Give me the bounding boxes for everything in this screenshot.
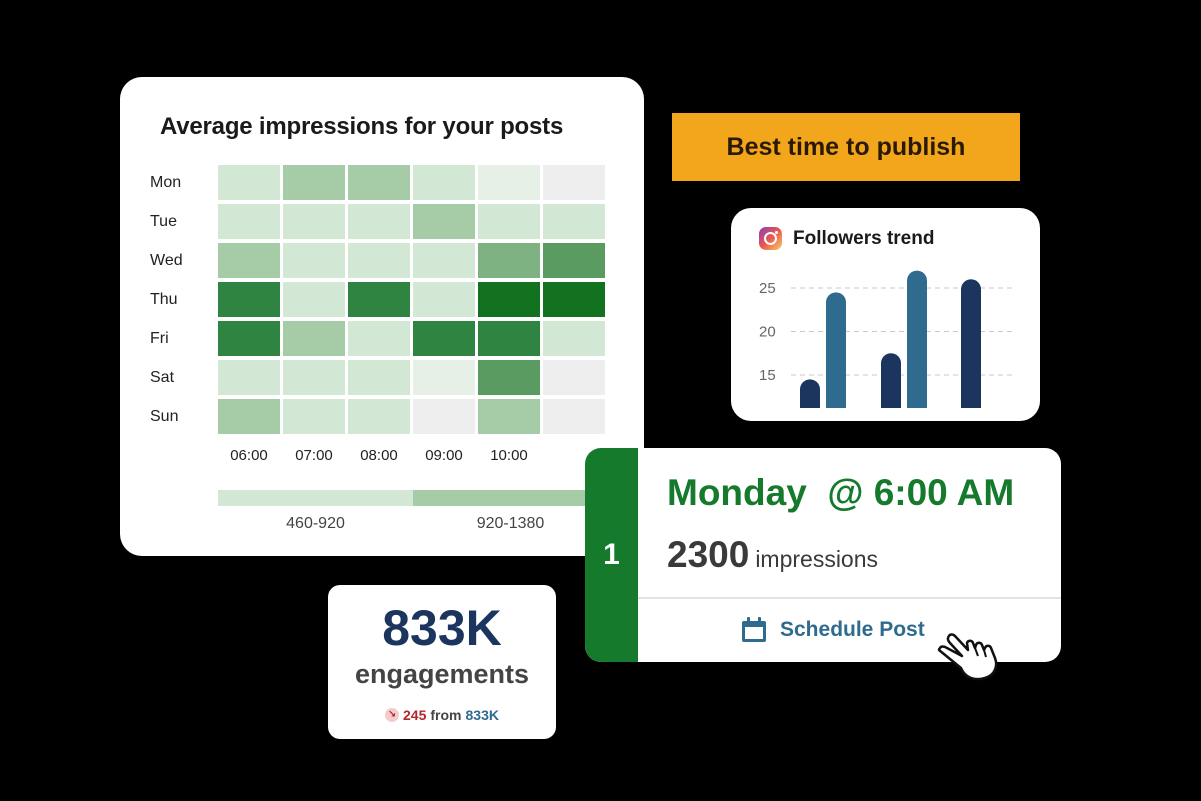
heatmap-cell: [478, 204, 540, 239]
legend-label: 460-920: [286, 515, 345, 532]
heatmap-cell: [543, 204, 605, 239]
followers-trend-card: Followers trend 15 20 25: [731, 208, 1040, 421]
rank-badge: 1: [585, 448, 638, 662]
heatmap-cell: [478, 360, 540, 395]
legend-swatch: [218, 490, 413, 506]
delta-value: 245: [403, 707, 427, 723]
instagram-icon: [759, 227, 782, 250]
time-label: 07:00: [295, 447, 333, 464]
day-label: Sat: [150, 369, 175, 386]
heatmap-cell: [283, 282, 345, 317]
heatmap-cell: [543, 360, 605, 395]
followers-title: Followers trend: [793, 228, 935, 249]
followers-bar: [907, 270, 927, 408]
heatmap-cell: [478, 399, 540, 434]
delta-base: 833K: [465, 707, 499, 723]
divider: [638, 597, 1061, 599]
heatmap-cell: [413, 360, 475, 395]
delta-word: from: [430, 707, 462, 723]
heatmap-cell: [543, 399, 605, 434]
heatmap-cell: [218, 321, 280, 356]
heatmap-cell: [348, 204, 410, 239]
engagements-delta: ↘ 245 from 833K: [328, 707, 556, 723]
engagements-value: 833K: [382, 600, 502, 656]
followers-bar-chart: 15 20 25: [759, 270, 1016, 408]
time-label: 09:00: [425, 447, 463, 464]
heatmap-cell: [283, 399, 345, 434]
day-label: Wed: [150, 252, 183, 269]
legend-swatch: [413, 490, 608, 506]
heatmap-cell: [218, 243, 280, 278]
heatmap-cell: [413, 243, 475, 278]
time-label: 10:00: [490, 447, 528, 464]
impressions-value: 2300: [667, 534, 750, 575]
best-time-banner: Best time to publish: [672, 113, 1020, 181]
heatmap-cell: [478, 321, 540, 356]
heatmap-cell: [478, 165, 540, 200]
calendar-icon: [742, 617, 766, 642]
day-label: Sun: [150, 408, 179, 425]
impressions-summary: 2300 impressions: [667, 534, 878, 576]
heatmap-cell: [478, 282, 540, 317]
day-label: Thu: [150, 291, 178, 308]
heatmap-cell: [413, 282, 475, 317]
heatmap-cell: [348, 282, 410, 317]
heatmap-cell: [348, 360, 410, 395]
heatmap-cell: [348, 243, 410, 278]
y-tick-label: 25: [759, 280, 776, 297]
heatmap-cell: [218, 282, 280, 317]
publish-time: Monday @ 6:00 AM: [667, 472, 1015, 513]
day-label: Tue: [150, 213, 177, 230]
time-label: 08:00: [360, 447, 398, 464]
followers-bar: [961, 279, 981, 408]
legend-label: 920-1380: [476, 515, 545, 532]
followers-bar: [800, 379, 820, 408]
heatmap-cell: [543, 165, 605, 200]
heatmap-cell: [543, 243, 605, 278]
engagements-card: 833K engagements ↘ 245 from 833K: [328, 585, 556, 739]
engagements-label: engagements: [354, 659, 530, 689]
heatmap-cell: [543, 321, 605, 356]
heatmap-cell: [218, 399, 280, 434]
impressions-unit: impressions: [755, 546, 879, 572]
heatmap-cell: [283, 165, 345, 200]
heatmap-cell: [413, 204, 475, 239]
best-slot-card: 1 Monday @ 6:00 AM 2300 impressions Sched…: [585, 448, 1061, 662]
heatmap-cell: [218, 360, 280, 395]
schedule-post-button[interactable]: Schedule Post: [740, 613, 925, 647]
down-arrow-icon: ↘: [385, 708, 400, 722]
heatmap-cell: [283, 321, 345, 356]
heatmap-cell: [478, 243, 540, 278]
heatmap-cell: [283, 360, 345, 395]
heatmap-cell: [348, 399, 410, 434]
time-label: 06:00: [230, 447, 268, 464]
heatmap-cell: [543, 282, 605, 317]
heatmap-cell: [218, 204, 280, 239]
followers-bar: [881, 353, 901, 408]
heatmap-cell: [348, 165, 410, 200]
day-label: Fri: [150, 330, 169, 347]
y-tick-label: 20: [759, 324, 776, 341]
heatmap-cell: [283, 204, 345, 239]
heatmap-cell: [218, 165, 280, 200]
hand-pointer-icon: [937, 633, 998, 681]
heatmap-cell: [348, 321, 410, 356]
heatmap-title: Average impressions for your posts: [160, 113, 564, 140]
heatmap-cell: [413, 165, 475, 200]
day-label: Mon: [150, 174, 182, 191]
heatmap-cell: [413, 399, 475, 434]
heatmap-cell: [413, 321, 475, 356]
y-tick-label: 15: [759, 367, 776, 384]
impressions-heatmap-card: Average impressions for your posts Mon Tu…: [120, 77, 644, 556]
schedule-post-label: Schedule Post: [780, 618, 925, 641]
followers-bar: [826, 292, 846, 408]
heatmap-cell: [283, 243, 345, 278]
